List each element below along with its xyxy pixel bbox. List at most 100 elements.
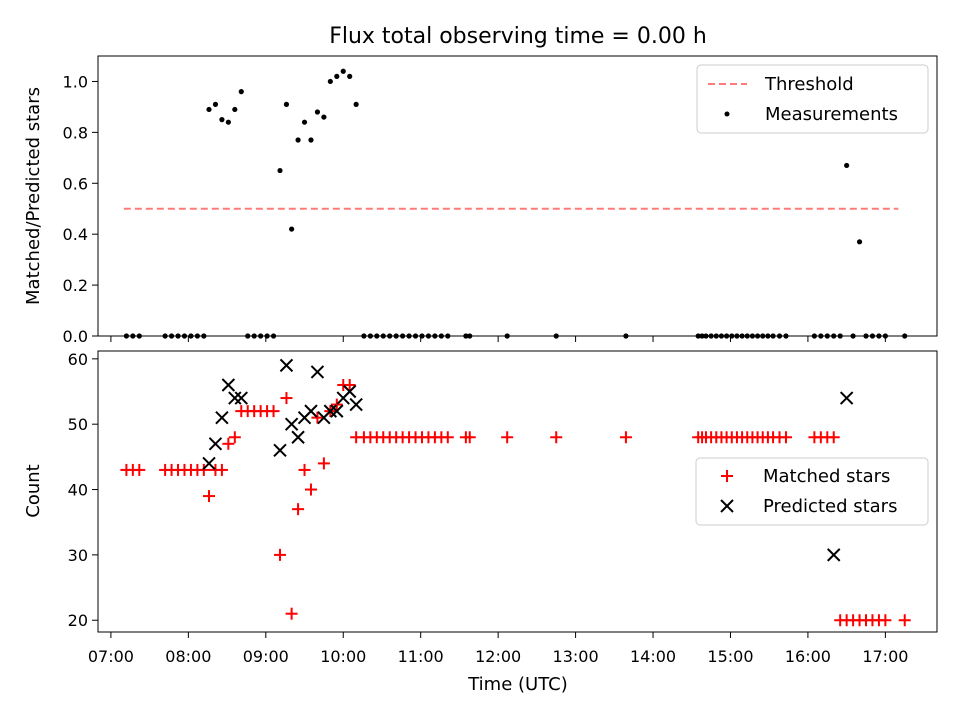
x-b xyxy=(304,404,318,418)
measurement-point xyxy=(419,333,425,339)
bottom-x-tick-label: 17:00 xyxy=(862,647,908,666)
predicted-star-point xyxy=(215,410,229,425)
x-b xyxy=(215,410,229,425)
measurement-point xyxy=(347,73,353,79)
x-b xyxy=(291,430,305,444)
measurement-point xyxy=(181,333,188,339)
predicted-star-point xyxy=(291,430,305,444)
predicted-star-point xyxy=(202,456,216,471)
predicted-star-point xyxy=(342,384,357,399)
measurement-point xyxy=(760,333,766,339)
matched-star-point xyxy=(619,431,632,444)
x-axis-label: Time (UTC) xyxy=(467,674,568,695)
measurement-point xyxy=(818,333,824,339)
predicted-star-point xyxy=(234,391,248,405)
matched-star-point xyxy=(222,437,235,450)
predicted-star-point xyxy=(279,358,294,373)
matched-star-point xyxy=(311,411,324,424)
measurement-point xyxy=(194,333,200,339)
matched-star-point xyxy=(133,463,146,476)
top-chart-title: Flux total observing time = 0.00 h xyxy=(329,24,707,49)
measurement-point xyxy=(856,239,863,245)
bottom-x-tick-label: 09:00 xyxy=(243,647,289,666)
predicted-star-point xyxy=(304,404,318,418)
measurement-point xyxy=(734,333,740,339)
measurement-point xyxy=(811,333,817,339)
measurement-point xyxy=(175,333,181,339)
measurement-point xyxy=(744,333,750,339)
measurement-point xyxy=(713,333,719,339)
top-y-tick-label: 0.0 xyxy=(63,327,88,346)
measurement-point xyxy=(238,89,244,95)
measurement-point xyxy=(695,333,701,339)
measurement-point xyxy=(201,333,207,339)
measurement-point xyxy=(445,333,451,339)
measurement-point xyxy=(289,226,295,232)
matched-star-point xyxy=(463,431,476,444)
legend-measurements-swatch xyxy=(724,111,730,117)
legend-predicted-label: Predicted stars xyxy=(763,496,897,517)
measurement-point xyxy=(463,333,469,339)
measurement-point xyxy=(724,333,730,339)
measurement-point xyxy=(188,333,194,339)
measurement-point xyxy=(136,333,142,339)
matched-star-point xyxy=(501,431,514,444)
legend-matched-swatch xyxy=(721,470,733,482)
legend-measurements-label: Measurements xyxy=(765,104,898,125)
bottom-legend-box xyxy=(695,457,929,526)
measurement-point xyxy=(708,333,714,339)
x-b xyxy=(310,365,325,379)
measurement-point xyxy=(783,333,789,339)
measurement-point xyxy=(770,333,776,339)
measurement-point xyxy=(850,333,856,339)
measurement-point xyxy=(321,114,327,120)
x-b xyxy=(234,391,248,405)
measurement-point xyxy=(902,333,908,339)
matched-star-point xyxy=(550,431,563,444)
matched-star-point xyxy=(292,503,305,516)
matched-star-point xyxy=(343,378,356,391)
x-b xyxy=(827,548,841,562)
legend-threshold-label: Threshold xyxy=(764,74,854,95)
x-b xyxy=(202,456,216,471)
measurement-point xyxy=(168,333,175,339)
predicted-star-point xyxy=(310,365,325,379)
measurement-point xyxy=(367,333,373,339)
x-b xyxy=(221,378,236,392)
predicted-star-point xyxy=(208,437,223,451)
matched-star-point xyxy=(898,614,911,627)
measurement-point xyxy=(314,109,321,115)
bottom-y-tick-label: 20 xyxy=(68,611,88,630)
matched-star-point xyxy=(267,405,280,418)
bottom-x-tick-label: 13:00 xyxy=(553,647,599,666)
top-y-tick-label: 0.4 xyxy=(63,225,88,244)
measurement-point xyxy=(876,333,882,339)
measurement-point xyxy=(308,137,314,143)
measurement-point xyxy=(387,333,393,339)
measurement-point xyxy=(844,162,850,169)
matched-star-point xyxy=(273,548,286,561)
matched-star-point xyxy=(215,463,228,476)
top-y-ticks: 0.0 0.2 0.4 0.6 0.8 1.0 xyxy=(63,72,98,346)
x-b xyxy=(839,391,854,405)
matched-star-point xyxy=(330,398,343,411)
bottom-plot-frame xyxy=(97,350,938,633)
matched-star-point xyxy=(228,431,241,444)
measurement-point xyxy=(380,333,386,339)
bottom-x-tick-label: 15:00 xyxy=(707,647,753,666)
bottom-x-tick-label: 12:00 xyxy=(475,647,521,666)
bottom-legend: Matched stars Predicted stars xyxy=(695,457,929,526)
bottom-x-tick-label: 08:00 xyxy=(165,647,211,666)
measurement-point xyxy=(206,106,212,113)
matched-star-point xyxy=(317,457,330,470)
predicted-star-point xyxy=(284,417,299,431)
matched-star-point xyxy=(285,607,298,620)
measurement-point xyxy=(869,333,876,339)
measurement-point xyxy=(406,333,412,339)
bottom-y-ticks: 20 30 40 50 60 xyxy=(68,350,98,630)
measurement-point xyxy=(438,333,444,339)
measurement-point xyxy=(277,167,283,174)
measurement-point xyxy=(270,333,277,339)
measurement-point xyxy=(623,333,629,339)
top-y-tick-label: 0.8 xyxy=(63,123,88,142)
